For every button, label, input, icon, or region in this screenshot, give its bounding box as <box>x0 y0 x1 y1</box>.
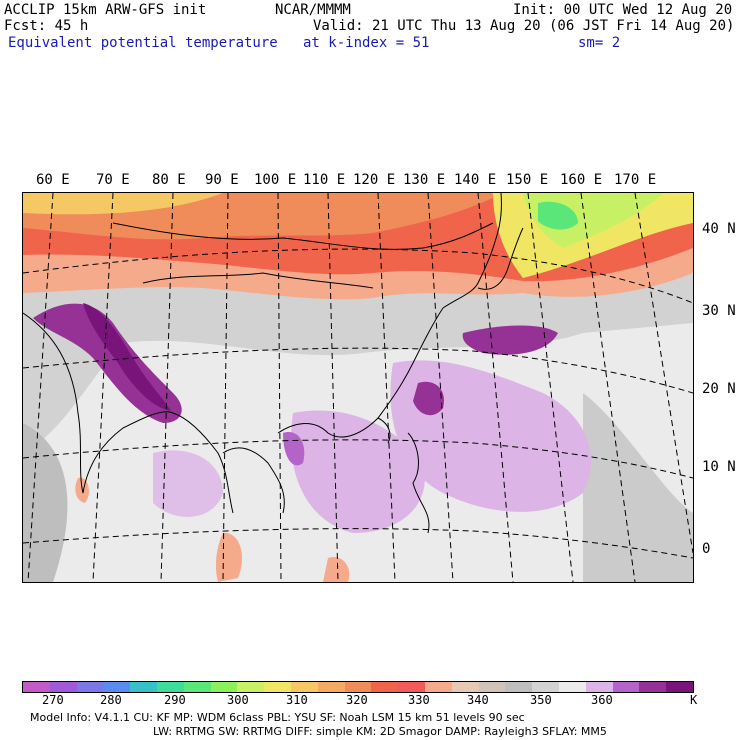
colorbar-swatch <box>639 682 667 692</box>
colorbar-tick: 360 <box>591 693 613 707</box>
colorbar-tick: 310 <box>286 693 308 707</box>
colorbar-tick: 280 <box>100 693 122 707</box>
colorbar-swatch <box>237 682 265 692</box>
field-name: Equivalent potential temperature <box>8 35 278 51</box>
colorbar-swatch <box>183 682 211 692</box>
colorbar-swatch <box>344 682 372 692</box>
colorbar-swatch <box>585 682 613 692</box>
colorbar-swatch <box>424 682 452 692</box>
lon-label: 130 E <box>403 172 446 188</box>
colorbar-swatch <box>264 682 291 692</box>
lon-label: 90 E <box>205 172 239 188</box>
center-name: NCAR/MMMM <box>275 2 351 18</box>
smoothing: sm= 2 <box>578 35 621 51</box>
colorbar-swatch <box>451 682 479 692</box>
valid-time: Valid: 21 UTC Thu 13 Aug 20 (06 JST Fri … <box>313 18 735 34</box>
lon-label: 60 E <box>36 172 70 188</box>
colorbar-swatch <box>371 682 399 692</box>
lat-label: 20 N <box>702 381 736 397</box>
level-index: at k-index = 51 <box>303 35 430 51</box>
model-info-line1: Model Info: V4.1.1 CU: KF MP: WDM 6class… <box>30 711 525 724</box>
init-time: Init: 00 UTC Wed 12 Aug 20 <box>513 2 733 18</box>
colorbar-swatch <box>505 682 533 692</box>
colorbar-unit: K <box>690 693 698 707</box>
colorbar-swatch <box>532 682 559 692</box>
colorbar-tick: 290 <box>164 693 186 707</box>
colorbar-tick: 350 <box>530 693 552 707</box>
lon-label: 70 E <box>96 172 130 188</box>
colorbar-swatch <box>23 682 50 692</box>
lon-label: 150 E <box>506 172 549 188</box>
colorbar-swatch <box>49 682 77 692</box>
lon-label: 120 E <box>353 172 396 188</box>
colorbar-tick: 300 <box>227 693 249 707</box>
colorbar-swatch <box>612 682 640 692</box>
lon-label: 100 E <box>254 172 297 188</box>
lon-label: 140 E <box>454 172 497 188</box>
colorbar-tick: 330 <box>408 693 430 707</box>
colorbar-swatch <box>103 682 131 692</box>
colorbar-swatch <box>76 682 104 692</box>
model-title: ACCLIP 15km ARW-GFS init <box>4 2 207 18</box>
colorbar-swatch <box>478 682 506 692</box>
colorbar-swatch <box>156 682 184 692</box>
forecast-hour: Fcst: 45 h <box>4 18 89 34</box>
map-panel <box>22 192 694 583</box>
lat-label: 0 <box>702 541 711 557</box>
colorbar-swatch <box>558 682 586 692</box>
lat-label: 40 N <box>702 221 736 237</box>
colorbar-swatch <box>317 682 345 692</box>
colorbar-tick: 340 <box>467 693 489 707</box>
model-info-line2: LW: RRTMG SW: RRTMG DIFF: simple KM: 2D … <box>153 725 607 738</box>
lon-label: 160 E <box>560 172 603 188</box>
theta-e-field <box>23 193 693 582</box>
colorbar-tick: 320 <box>346 693 368 707</box>
colorbar-swatch <box>210 682 238 692</box>
lon-label: 80 E <box>152 172 186 188</box>
colorbar-swatch <box>130 682 157 692</box>
lat-label: 10 N <box>702 459 736 475</box>
colorbar-swatch <box>290 682 318 692</box>
colorbar-swatch <box>398 682 425 692</box>
colorbar-tick: 270 <box>42 693 64 707</box>
colorbar <box>22 681 694 693</box>
colorbar-swatch <box>666 682 693 692</box>
lat-label: 30 N <box>702 303 736 319</box>
lon-label: 110 E <box>303 172 346 188</box>
lon-label: 170 E <box>614 172 657 188</box>
